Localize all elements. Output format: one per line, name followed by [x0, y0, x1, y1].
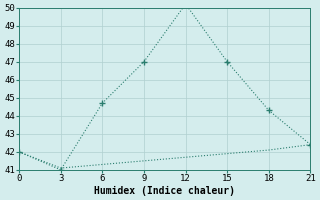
X-axis label: Humidex (Indice chaleur): Humidex (Indice chaleur) [94, 186, 235, 196]
